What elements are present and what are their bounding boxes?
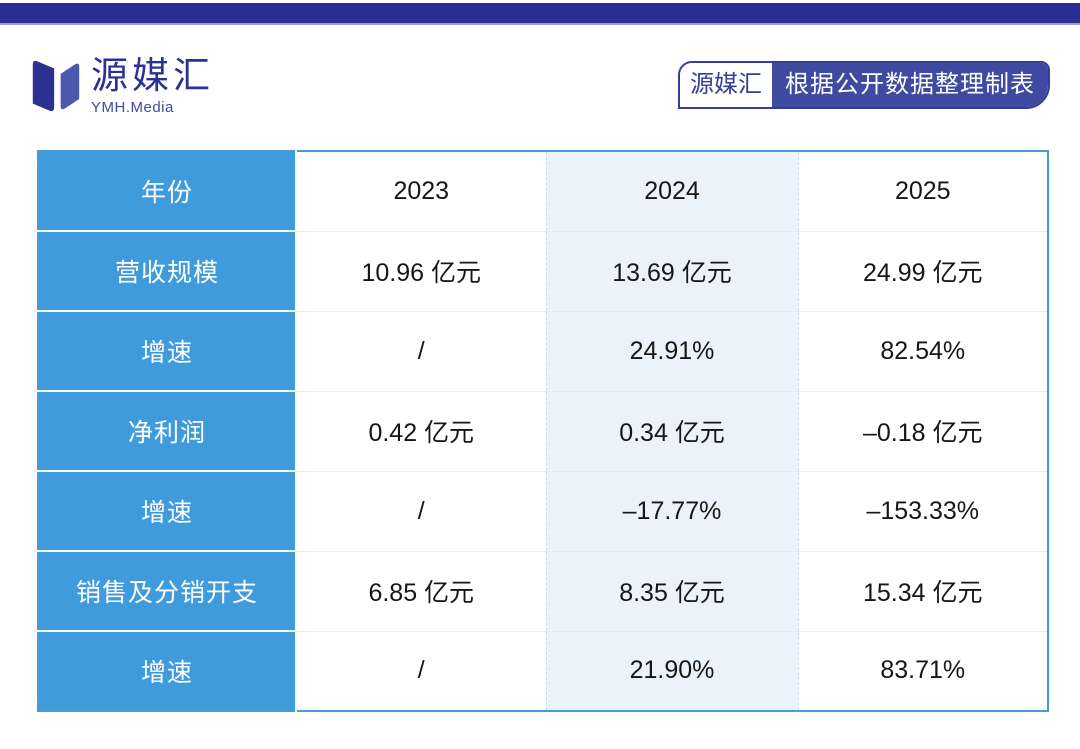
data-cell: 13.69 亿元 — [545, 230, 799, 312]
data-cell: / — [295, 630, 547, 712]
brand-logo-icon — [32, 60, 80, 112]
data-cell: 24.91% — [545, 310, 799, 392]
data-cell: 6.85 亿元 — [295, 550, 547, 632]
table-header-row: 年份 2023 2024 2025 — [38, 150, 1049, 232]
table-row-profit-growth: 增速 / –17.77% –153.33% — [38, 470, 1049, 552]
header-label-cell: 年份 — [38, 151, 297, 232]
table-row-revenue: 营收规模 10.96 亿元 13.69 亿元 24.99 亿元 — [38, 230, 1049, 312]
data-cell: –17.77% — [545, 470, 799, 552]
table-row-net-profit: 净利润 0.42 亿元 0.34 亿元 –0.18 亿元 — [38, 390, 1049, 472]
year-cell-2023: 2023 — [295, 150, 547, 232]
row-label-cell: 增速 — [38, 471, 297, 552]
brand-logo: 源媒汇 YMH.Media — [30, 55, 214, 117]
data-cell: 0.34 亿元 — [545, 390, 799, 472]
data-cell: 83.71% — [797, 630, 1049, 712]
top-accent-bar — [0, 3, 1080, 25]
table-row-revenue-growth: 增速 / 24.91% 82.54% — [38, 310, 1049, 392]
data-cell: 82.54% — [797, 310, 1049, 392]
page-header: 源媒汇 YMH.Media 源媒汇 根据公开数据整理制表 — [0, 55, 1080, 121]
data-cell: –0.18 亿元 — [797, 390, 1049, 472]
data-cell: –153.33% — [797, 470, 1049, 552]
data-cell: / — [295, 470, 547, 552]
brand-name: 源媒汇 — [91, 55, 214, 96]
source-badge-brand: 源媒汇 — [680, 63, 772, 107]
data-cell: 0.42 亿元 — [295, 390, 547, 472]
brand-subtitle: YMH.Media — [91, 98, 174, 116]
data-cell: 21.90% — [545, 630, 799, 712]
data-cell: 10.96 亿元 — [295, 230, 547, 312]
brand-text-block: 源媒汇 YMH.Media — [91, 55, 214, 116]
year-cell-2024: 2024 — [545, 150, 799, 232]
source-badge-note: 根据公开数据整理制表 — [772, 63, 1048, 107]
year-cell-2025: 2025 — [797, 150, 1049, 232]
financial-table: 年份 2023 2024 2025 营收规模 10.96 亿元 13.69 亿元… — [37, 150, 1049, 712]
data-cell: 24.99 亿元 — [797, 230, 1049, 312]
table-row-selling-expense: 销售及分销开支 6.85 亿元 8.35 亿元 15.34 亿元 — [38, 550, 1049, 632]
row-label-cell: 增速 — [38, 631, 297, 711]
data-cell: / — [295, 310, 547, 392]
row-label-cell: 销售及分销开支 — [38, 551, 297, 632]
row-label-cell: 增速 — [38, 311, 297, 392]
data-cell: 15.34 亿元 — [797, 550, 1049, 632]
data-cell: 8.35 亿元 — [545, 550, 799, 632]
table-row-expense-growth: 增速 / 21.90% 83.71% — [38, 630, 1049, 712]
source-badge: 源媒汇 根据公开数据整理制表 — [678, 61, 1050, 109]
row-label-cell: 营收规模 — [38, 231, 297, 312]
row-label-cell: 净利润 — [38, 391, 297, 472]
